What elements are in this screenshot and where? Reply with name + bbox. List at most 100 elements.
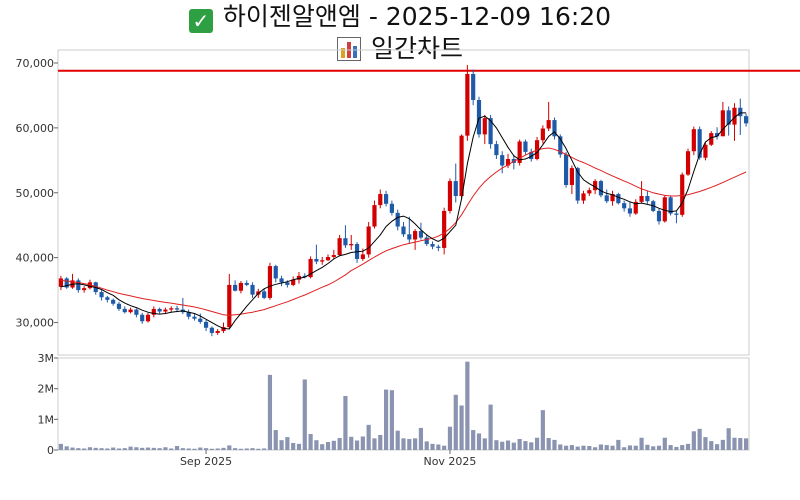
volume-bar bbox=[238, 448, 244, 450]
candle-body bbox=[488, 118, 493, 145]
candle-body bbox=[215, 330, 220, 333]
volume-bar bbox=[593, 447, 598, 450]
candle-body bbox=[587, 190, 592, 194]
volume-bar bbox=[488, 404, 493, 450]
volume-bar bbox=[581, 445, 586, 450]
candle-body bbox=[401, 226, 406, 235]
volume-bar bbox=[227, 445, 232, 450]
volume-bar bbox=[360, 436, 365, 450]
candle-body bbox=[209, 327, 214, 333]
volume-bar bbox=[180, 448, 185, 450]
volume-bar bbox=[714, 444, 720, 450]
candles bbox=[58, 64, 749, 337]
volume-bar bbox=[505, 440, 511, 450]
volume-bar bbox=[163, 447, 168, 450]
volume-bar bbox=[558, 444, 563, 450]
candle-body bbox=[320, 260, 325, 262]
candle-body bbox=[639, 196, 644, 202]
candle-body bbox=[325, 257, 331, 261]
volume-bar bbox=[302, 379, 307, 450]
volume-bar bbox=[494, 440, 499, 450]
candle-body bbox=[267, 266, 273, 298]
volume-bar bbox=[198, 447, 203, 450]
volume-bar bbox=[691, 431, 696, 450]
candle-body bbox=[738, 107, 743, 117]
candle-body bbox=[372, 205, 377, 227]
volume-bar bbox=[407, 438, 412, 450]
volume-bar bbox=[395, 430, 400, 450]
volume-bar bbox=[633, 445, 638, 450]
volume-bar bbox=[459, 405, 464, 450]
candle-body bbox=[529, 151, 534, 160]
candle-body bbox=[366, 226, 371, 255]
ma-long-line bbox=[60, 147, 747, 316]
candle-body bbox=[302, 275, 307, 278]
moving-average-lines bbox=[60, 112, 747, 330]
volume-bar bbox=[87, 447, 93, 450]
volume-tick-label: 2M bbox=[38, 383, 55, 396]
volume-bar bbox=[314, 440, 319, 450]
volume-bar bbox=[598, 444, 604, 450]
volume-bar bbox=[610, 445, 615, 450]
candle-body bbox=[378, 194, 383, 206]
volume-bar bbox=[308, 434, 313, 450]
volume-bars bbox=[58, 361, 749, 450]
volume-bar bbox=[471, 430, 476, 450]
volume-bar bbox=[430, 443, 435, 450]
volume-bar bbox=[134, 447, 139, 450]
candle-body bbox=[604, 195, 609, 202]
candle-body bbox=[186, 312, 191, 317]
candle-body bbox=[685, 151, 691, 175]
candle-body bbox=[407, 234, 412, 240]
volume-bar bbox=[343, 396, 348, 450]
volume-bar bbox=[517, 438, 522, 450]
candle-body bbox=[709, 133, 714, 145]
volume-bar bbox=[221, 447, 226, 450]
volume-bar bbox=[418, 427, 424, 450]
candle-body bbox=[627, 208, 633, 214]
candle-body bbox=[389, 203, 394, 213]
candle-body bbox=[383, 194, 389, 204]
candle-body bbox=[244, 282, 249, 285]
candle-body bbox=[732, 107, 737, 125]
price-tick-label: 50,000 bbox=[16, 187, 55, 200]
volume-bar bbox=[145, 447, 151, 450]
candle-body bbox=[395, 212, 400, 227]
candle-body bbox=[453, 181, 458, 197]
candle-body bbox=[465, 74, 470, 136]
volume-bar bbox=[709, 441, 714, 450]
volume-bar bbox=[563, 445, 569, 450]
chart-title-text: 하이젠알앤엠 - 2025-12-09 16:20 bbox=[222, 2, 612, 31]
volume-bar bbox=[540, 410, 545, 450]
candle-body bbox=[517, 141, 522, 163]
candle-body bbox=[575, 168, 580, 201]
candle-body bbox=[482, 118, 487, 135]
candle-body bbox=[418, 231, 424, 238]
candle-body bbox=[546, 120, 551, 129]
volume-bar bbox=[378, 434, 383, 450]
volume-tick-label: 1M bbox=[38, 413, 55, 426]
candle-body bbox=[703, 144, 708, 158]
candle-body bbox=[714, 133, 720, 137]
chart-subtitle-text: 일간차트 bbox=[370, 34, 463, 63]
volume-plot-frame bbox=[57, 357, 750, 451]
candle-body bbox=[343, 238, 348, 246]
candle-body bbox=[227, 284, 232, 328]
volume-bar bbox=[639, 437, 644, 450]
candle-body bbox=[442, 210, 447, 248]
candle-body bbox=[447, 181, 453, 211]
candle-body bbox=[430, 244, 435, 247]
candle-body bbox=[563, 154, 569, 185]
volume-bar bbox=[575, 446, 580, 450]
candle-body bbox=[494, 144, 499, 156]
candle-body bbox=[726, 110, 731, 125]
candle-body bbox=[111, 299, 116, 304]
volume-bar bbox=[674, 446, 679, 450]
volume-bar bbox=[372, 438, 377, 450]
candle-body bbox=[163, 309, 168, 312]
candle-body bbox=[581, 193, 586, 201]
volume-bar bbox=[233, 448, 238, 450]
candle-body bbox=[656, 210, 662, 222]
candle-body bbox=[662, 197, 667, 222]
volume-bar bbox=[476, 433, 482, 450]
